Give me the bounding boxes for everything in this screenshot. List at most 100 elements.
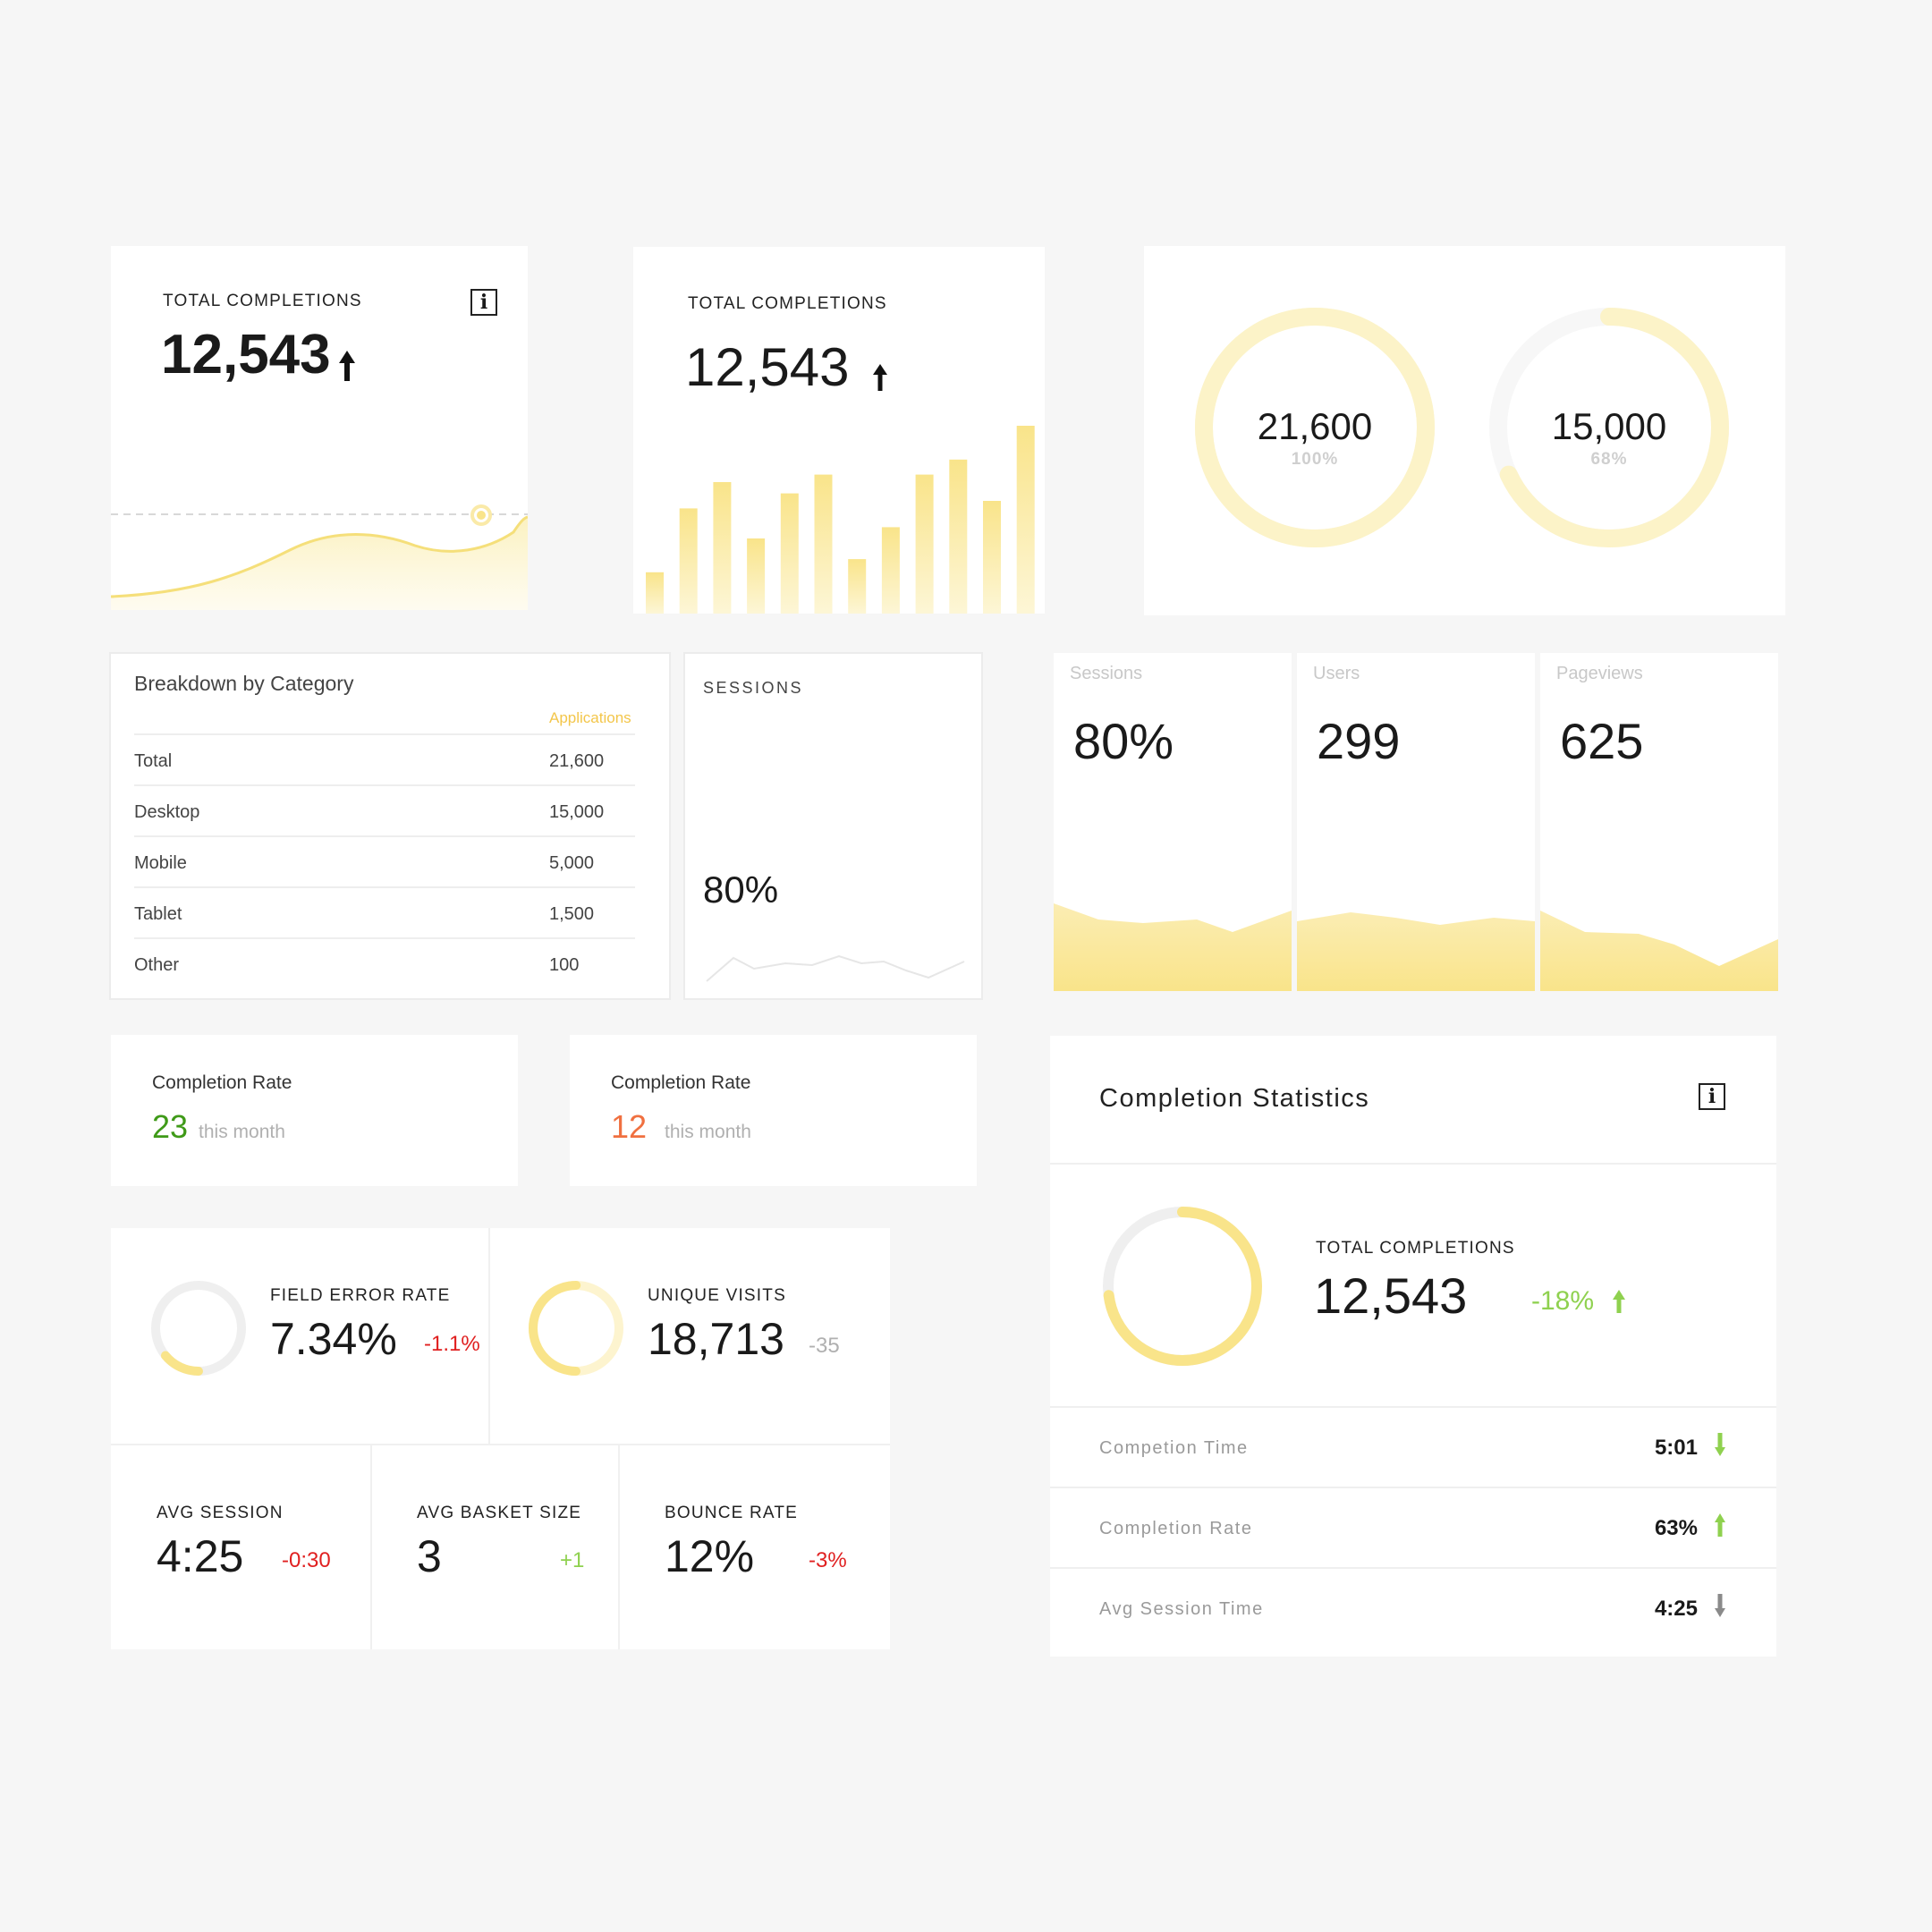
- stat-row: Completion Rate 63%: [1050, 1487, 1776, 1569]
- avg-session-value: 4:25: [157, 1531, 244, 1581]
- column-header: Applications: [549, 709, 631, 726]
- info-icon[interactable]: i: [1699, 1083, 1725, 1110]
- bar: [780, 493, 799, 614]
- total-completions-label: TOTAL COMPLETIONS: [1316, 1239, 1515, 1258]
- stat-value: 63%: [1654, 1516, 1698, 1540]
- completion-rate-label: Completion Rate: [152, 1072, 292, 1093]
- bounce-rate-value: 12%: [665, 1531, 755, 1581]
- mini-area-chart: [1297, 912, 1535, 991]
- completion-rate-suffix: this month: [199, 1122, 285, 1142]
- total-value-text: 12,543: [161, 324, 331, 386]
- total-completions-bar-card: TOTAL COMPLETIONS 12,543: [633, 247, 1045, 614]
- bounce-rate-delta: -3%: [809, 1548, 847, 1572]
- total-completions-delta: -18%: [1531, 1286, 1626, 1317]
- completion-rate-number: 23: [152, 1108, 189, 1145]
- sessions-value: 80%: [703, 869, 779, 911]
- completions-line-chart: [111, 504, 528, 610]
- unique-visits-value: 18,713: [648, 1314, 784, 1364]
- field-error-value: 7.34%: [270, 1314, 397, 1364]
- ring-arc: [1195, 308, 1435, 547]
- row-category: Other: [134, 955, 180, 975]
- stat-name: Completion Rate: [1099, 1519, 1253, 1538]
- ring-arc: [529, 1281, 623, 1376]
- divider: [488, 1228, 490, 1444]
- ring-percent: 100%: [1291, 450, 1339, 469]
- bar: [1016, 426, 1035, 614]
- bar: [679, 508, 698, 614]
- completion-rate-number: 12: [611, 1108, 648, 1145]
- arrow-down-icon: [1715, 1433, 1725, 1456]
- divider: [111, 1444, 890, 1445]
- completions-bar-chart: [646, 426, 1035, 614]
- arrow-up-icon: [1715, 1513, 1725, 1537]
- stats-list: Competion Time 5:01 Completion Rate 63% Avg …: [1050, 1406, 1776, 1657]
- bar: [814, 474, 833, 614]
- row-value: 5,000: [549, 853, 595, 873]
- row-category: Mobile: [134, 853, 187, 873]
- completion-rate-label: Completion Rate: [611, 1072, 751, 1093]
- arrow-up-icon: [1613, 1290, 1626, 1313]
- divider: [1050, 1163, 1776, 1165]
- row-value: 21,600: [549, 751, 605, 771]
- row-category: Total: [134, 751, 173, 771]
- table-row: Other 100: [134, 937, 635, 990]
- stat-value: 5:01: [1654, 1436, 1698, 1460]
- mini-stat-sessions: Sessions 80%: [1054, 653, 1292, 991]
- mini-stat-label: Pageviews: [1556, 664, 1643, 683]
- row-value: 15,000: [549, 802, 605, 822]
- completion-statistics-title: Completion Statistics: [1099, 1084, 1370, 1113]
- avg-session-delta: -0:30: [282, 1548, 331, 1572]
- desktop-ring-chart: [1489, 308, 1729, 547]
- card-label: TOTAL COMPLETIONS: [163, 292, 362, 310]
- stat-row: Avg Session Time 4:25: [1050, 1567, 1776, 1649]
- completion-rate-value: 23 this month: [152, 1108, 285, 1146]
- mini-area-chart: [1540, 911, 1778, 991]
- row-value: 1,500: [549, 904, 595, 924]
- stat-name: Competion Time: [1099, 1438, 1249, 1458]
- ring-percent: 68%: [1590, 450, 1628, 469]
- row-category: Tablet: [134, 904, 182, 924]
- sessions-sparkline: [706, 954, 965, 982]
- completion-ring: [1103, 1207, 1262, 1366]
- unique-visits-label: UNIQUE VISITS: [648, 1286, 786, 1305]
- arrow-up-icon: [872, 364, 887, 391]
- divider: [618, 1445, 620, 1649]
- avg-basket-label: AVG BASKET SIZE: [417, 1504, 582, 1522]
- metrics-card: FIELD ERROR RATE 7.34% -1.1% UNIQUE VISI…: [111, 1228, 890, 1649]
- bar: [949, 459, 968, 614]
- stat-value: 4:25: [1654, 1597, 1698, 1621]
- mini-stat-label: Sessions: [1070, 664, 1143, 683]
- arrow-up-icon: [338, 351, 355, 381]
- bar: [881, 527, 900, 614]
- rings-card: 21,600 100% 15,000 68%: [1144, 246, 1785, 615]
- info-icon[interactable]: i: [470, 289, 497, 316]
- breakdown-title: Breakdown by Category: [134, 672, 354, 695]
- ring-value: 15,000: [1551, 405, 1667, 447]
- bar: [747, 538, 766, 614]
- avg-basket-value: 3: [417, 1531, 442, 1581]
- ring-arc: [1103, 1207, 1262, 1366]
- field-error-ring: [151, 1281, 246, 1376]
- breakdown-table: Total 21,600 Desktop 15,000 Mobile 5,000 Table…: [134, 733, 635, 993]
- completion-statistics-card: Completion Statistics i TOTAL COMPLETION…: [1050, 1036, 1776, 1657]
- total-value: 12,543: [685, 336, 889, 398]
- breakdown-card: Breakdown by Category Applications Total…: [109, 652, 671, 1000]
- completion-rate-card: Completion Rate 23 this month: [111, 1035, 518, 1186]
- total-ring-chart: [1195, 308, 1435, 547]
- mini-area-chart: [1054, 903, 1292, 991]
- mini-stat-value: 80%: [1073, 713, 1174, 769]
- field-error-delta: -1.1%: [424, 1332, 480, 1356]
- table-row: Mobile 5,000: [134, 835, 635, 888]
- arrow-down-icon: [1715, 1594, 1725, 1617]
- ring-value: 21,600: [1257, 405, 1373, 447]
- ring-arc: [1489, 308, 1729, 547]
- unique-visits-delta: -35: [809, 1334, 840, 1358]
- sessions-card: SESSIONS 80%: [683, 652, 983, 1000]
- sessions-label: SESSIONS: [703, 679, 804, 697]
- table-row: Total 21,600: [134, 733, 635, 786]
- completion-rate-value: 12 this month: [611, 1108, 751, 1146]
- completion-rate-suffix: this month: [665, 1122, 751, 1142]
- divider: [370, 1445, 372, 1649]
- bar: [915, 474, 934, 614]
- mini-stat-pageviews: Pageviews 625: [1540, 653, 1778, 991]
